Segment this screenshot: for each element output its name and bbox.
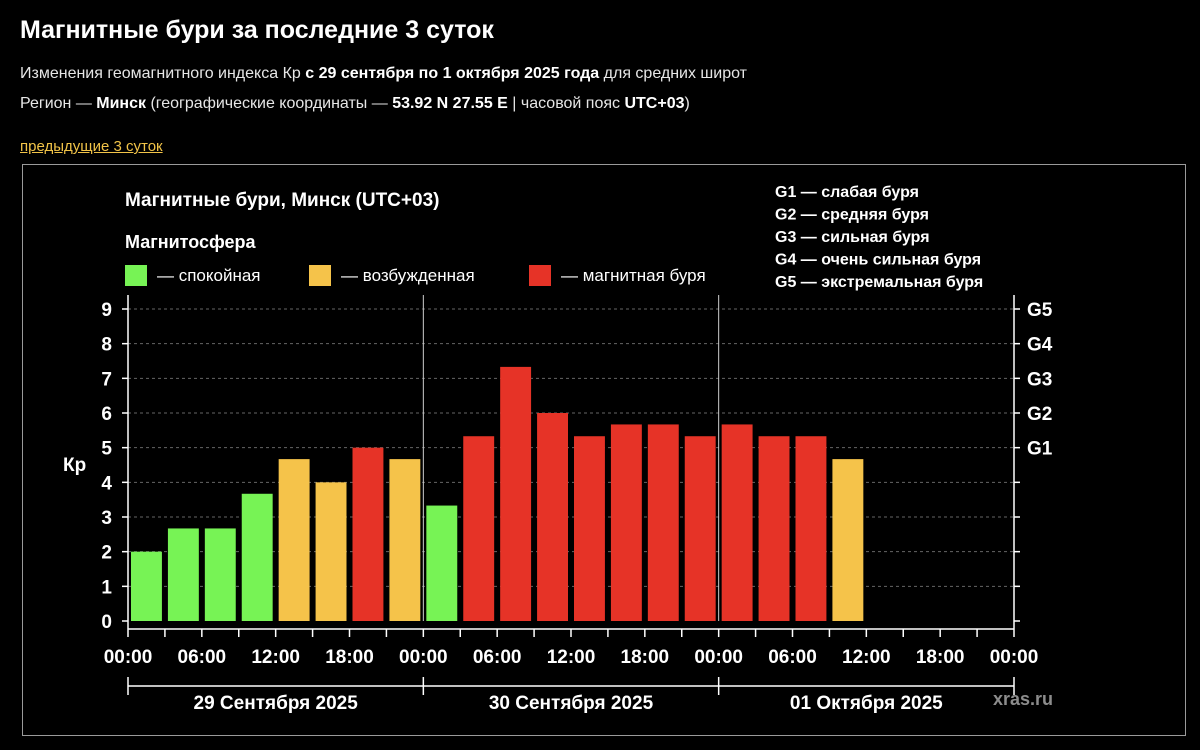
legend-swatch-calm	[125, 265, 147, 286]
x-tick-label: 00:00	[104, 647, 153, 668]
kp-chart-container: Магнитные бури, Минск (UTC+03) Магнитосф…	[22, 164, 1186, 736]
legend-swatch-excited	[309, 265, 331, 286]
kp-bar	[426, 505, 458, 621]
kp-bar	[389, 459, 421, 621]
subtitle-period-suffix: для средних широт	[599, 65, 747, 82]
x-tick-label: 00:00	[399, 647, 448, 668]
x-tick-label: 00:00	[694, 647, 743, 668]
region-tz-label: | часовой пояс	[507, 95, 625, 112]
x-tick-label: 18:00	[621, 647, 670, 668]
y-axis-label: Кр	[63, 455, 86, 476]
kp-bar	[610, 424, 642, 621]
kp-bar	[352, 447, 384, 621]
kp-bar	[537, 413, 568, 621]
kp-bar	[647, 424, 679, 621]
kp-bar	[832, 459, 864, 621]
kp-bar	[574, 436, 605, 621]
grid	[128, 295, 1014, 621]
chart-title: Магнитные бури, Минск (UTC+03)	[125, 190, 439, 211]
kp-bar	[315, 482, 347, 621]
day-label: 01 Октября 2025	[790, 693, 943, 714]
legend-label-excited: — возбужденная	[341, 266, 475, 285]
subtitle-period-dates: с 29 сентября по 1 октября 2025 года	[305, 65, 600, 82]
kp-bar	[758, 436, 790, 621]
legend: — спокойная — возбужденная — магнитная бур…	[125, 265, 706, 286]
x-tick-label: 18:00	[325, 647, 374, 668]
legend-label-storm: — магнитная буря	[561, 266, 706, 285]
y-tick-label-7: 7	[101, 369, 112, 390]
watermark: xras.ru	[993, 689, 1053, 709]
region-prefix: Регион —	[20, 95, 97, 112]
kp-bar	[463, 436, 495, 621]
x-tick-label: 12:00	[547, 647, 596, 668]
subtitle-region: Регион — Минск (географические координат…	[20, 95, 690, 113]
legend-title: Магнитосфера	[125, 232, 257, 252]
y-tick-label-2: 2	[101, 543, 112, 564]
kp-bar	[721, 424, 753, 621]
y-tick-label-1: 1	[101, 577, 112, 598]
x-tick-label: 12:00	[251, 647, 300, 668]
g-legend-g5: G5 — экстремальная буря	[775, 274, 983, 291]
subtitle-period-prefix: Изменения геомагнитного индекса Кр	[20, 65, 306, 82]
g-axis-label-g3: G3	[1027, 369, 1052, 390]
day-label: 30 Сентября 2025	[489, 693, 654, 714]
y-tick-label-0: 0	[101, 612, 112, 633]
kp-bar	[241, 493, 273, 621]
g-legend-g3: G3 — сильная буря	[775, 229, 930, 246]
page-title: Магнитные бури за последние 3 суток	[20, 16, 494, 44]
subtitle-period: Изменения геомагнитного индекса Кр с 29 …	[20, 65, 747, 83]
region-coords-label: (географические координаты —	[146, 95, 393, 112]
kp-bar	[167, 528, 199, 621]
axes: 0 1 2 3 4 5 6 7 8 9 G1 G2 G3 G4 G5 00:00 06:00 12:00 18:00…	[101, 295, 1053, 668]
y-tick-label-5: 5	[101, 439, 112, 460]
y-tick-label-4: 4	[101, 473, 112, 494]
region-coords: 53.92 N 27.55 E	[392, 95, 508, 112]
kp-bar	[500, 366, 532, 621]
g-axis-label-g2: G2	[1027, 404, 1052, 425]
region-city: Минск	[96, 95, 146, 112]
bars	[131, 366, 864, 621]
previous-3-days-link[interactable]: предыдущие 3 суток	[20, 138, 163, 155]
kp-bar	[278, 459, 310, 621]
x-tick-label: 06:00	[768, 647, 817, 668]
day-labels: 29 Сентября 2025 30 Сентября 2025 01 Октяб…	[127, 677, 1015, 714]
g-axis-label-g4: G4	[1027, 335, 1053, 356]
y-tick-label-3: 3	[101, 508, 112, 529]
kp-chart: Магнитные бури, Минск (UTC+03) Магнитосф…	[63, 184, 1053, 714]
g-axis-label-g1: G1	[1027, 439, 1053, 460]
kp-bar	[131, 551, 162, 621]
y-tick-label-6: 6	[101, 404, 112, 425]
x-tick-label: 06:00	[178, 647, 227, 668]
g-legend-g4: G4 — очень сильная буря	[775, 252, 981, 269]
region-timezone: UTC+03	[624, 95, 685, 112]
g-legend-g2: G2 — средняя буря	[775, 207, 929, 224]
kp-bar	[204, 528, 236, 621]
kp-bar	[684, 436, 716, 621]
y-tick-label-8: 8	[101, 335, 112, 356]
x-tick-label: 06:00	[473, 647, 522, 668]
day-label: 29 Сентября 2025	[194, 693, 359, 714]
x-tick-label: 12:00	[842, 647, 891, 668]
legend-label-calm: — спокойная	[157, 266, 261, 285]
legend-swatch-storm	[529, 265, 551, 286]
g-level-legend: G1 — слабая буря G2 — средняя буря G3 — си…	[775, 184, 983, 291]
g-legend-g1: G1 — слабая буря	[775, 184, 919, 201]
region-suffix: )	[684, 95, 690, 112]
kp-bar	[795, 436, 827, 621]
y-tick-label-9: 9	[101, 300, 112, 321]
x-tick-label: 18:00	[916, 647, 965, 668]
x-tick-label: 00:00	[990, 647, 1039, 668]
g-axis-label-g5: G5	[1027, 300, 1053, 321]
